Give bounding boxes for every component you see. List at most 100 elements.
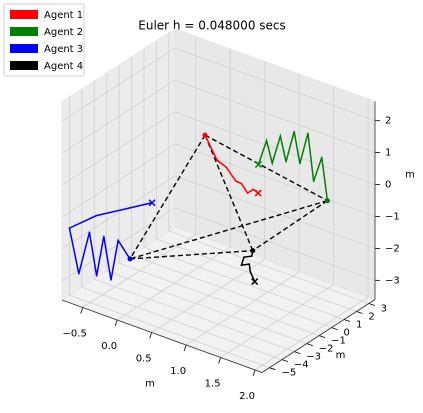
legend-swatch — [10, 61, 38, 70]
legend-swatch — [10, 44, 38, 53]
grid-line — [94, 278, 295, 353]
grid-line — [61, 175, 176, 250]
tick-mark — [183, 344, 187, 352]
z-tick-label: 0 — [385, 180, 391, 191]
z-axis-label: m — [405, 170, 415, 181]
grid-line — [174, 175, 376, 249]
x-tick-label: −0.5 — [63, 329, 87, 340]
x-tick-label: 2.0 — [239, 391, 255, 402]
trajectory-vertex — [243, 256, 245, 258]
y-tick-label: −3 — [306, 352, 321, 363]
y-tick-label: −5 — [281, 368, 296, 379]
trajectory-vertex — [234, 180, 237, 182]
trajectory-vertex — [210, 146, 212, 149]
start-marker — [254, 160, 262, 169]
chart-title: Euler h = 0.048000 secs — [138, 19, 286, 33]
connector-line — [252, 200, 328, 252]
grid-line — [131, 254, 332, 328]
end-marker — [324, 198, 330, 204]
end-marker — [250, 248, 256, 254]
z-tick-label: 2 — [385, 116, 391, 127]
tick-mark — [331, 327, 338, 330]
connector-line — [204, 134, 328, 202]
z-tick-label: −1 — [385, 211, 400, 222]
axis-line — [261, 299, 376, 373]
y-axis-label: m — [336, 350, 346, 361]
grid-line — [168, 230, 369, 304]
trajectory-vertex — [78, 272, 80, 275]
connector-line — [129, 134, 206, 260]
legend-box — [3, 3, 85, 77]
x-tick-label: 0.0 — [101, 341, 117, 352]
trajectory-vertex — [68, 227, 71, 229]
y-tick-label: 0 — [344, 328, 350, 339]
grid-line — [156, 238, 357, 312]
trajectory-vertex — [88, 231, 91, 234]
grid-line — [69, 294, 270, 369]
connector-line — [129, 249, 253, 260]
y-tick-label: −2 — [319, 344, 334, 355]
tick-mark — [269, 367, 276, 371]
tick-mark — [218, 357, 222, 364]
grid-line — [118, 262, 320, 336]
tick-mark — [318, 335, 326, 338]
trajectory-vertex — [95, 275, 98, 277]
trajectory-vertex — [216, 159, 218, 161]
end-marker — [127, 256, 133, 262]
trajectory-vertex — [246, 192, 249, 194]
grid-line — [143, 246, 345, 320]
trajectory — [68, 202, 153, 281]
trajectory-vertex — [117, 239, 119, 242]
trajectory-vertex — [240, 182, 243, 185]
start-marker — [148, 199, 156, 207]
z-tick-label: −2 — [385, 243, 400, 254]
z-tick-label: −3 — [385, 275, 400, 286]
grid-line — [81, 286, 283, 361]
tick-mark — [368, 303, 375, 306]
axis-line — [61, 299, 263, 373]
trajectory-vertex — [312, 180, 315, 183]
legend-swatch — [10, 10, 38, 19]
connector-line — [204, 134, 254, 251]
tick-mark — [149, 332, 153, 339]
trajectory-vertex — [293, 130, 295, 133]
grid-line — [61, 47, 176, 122]
trajectory-vertex — [110, 279, 112, 281]
y-tick-label: −1 — [331, 336, 346, 347]
y-tick-label: −4 — [294, 360, 309, 371]
legend-label: Agent 3 — [44, 44, 83, 55]
y-tick-label: 2 — [368, 312, 374, 323]
y-tick-label: 1 — [356, 320, 362, 331]
y-tick-label: 3 — [381, 304, 387, 315]
trajectory-vertex — [271, 162, 274, 164]
trajectory-vertex — [102, 235, 105, 238]
legend-label: Agent 4 — [44, 61, 83, 72]
x-axis-label: m — [145, 378, 155, 389]
tick-mark — [356, 311, 363, 314]
z-tick-label: 1 — [385, 148, 391, 159]
grid-line — [174, 207, 376, 281]
trajectory-vertex — [285, 160, 287, 163]
legend: Agent 1 Agent 2 Agent 3 Agent 4 — [3, 3, 85, 77]
end-marker — [202, 132, 208, 138]
trajectory-vertex — [320, 156, 323, 159]
tick-mark — [114, 319, 118, 327]
legend-label: Agent 1 — [44, 10, 83, 21]
grid-line — [174, 79, 376, 153]
tick-mark — [252, 369, 256, 377]
trajectory-vertex — [307, 132, 309, 135]
grid-line — [174, 47, 376, 122]
tick-mark — [80, 307, 84, 314]
grid-line — [61, 111, 176, 186]
trajectory-vertex — [251, 255, 253, 257]
trajectory-vertex — [249, 270, 252, 273]
tick-mark — [294, 351, 301, 355]
trajectory-vertex — [240, 264, 243, 266]
grid-line — [61, 143, 176, 218]
trajectory-vertex — [225, 166, 228, 169]
trajectory-vertex — [299, 162, 301, 165]
trajectory-vertex — [248, 263, 251, 265]
legend-label: Agent 2 — [44, 27, 83, 38]
trajectory-vertex — [265, 139, 268, 142]
trajectory-vertex — [95, 214, 98, 217]
